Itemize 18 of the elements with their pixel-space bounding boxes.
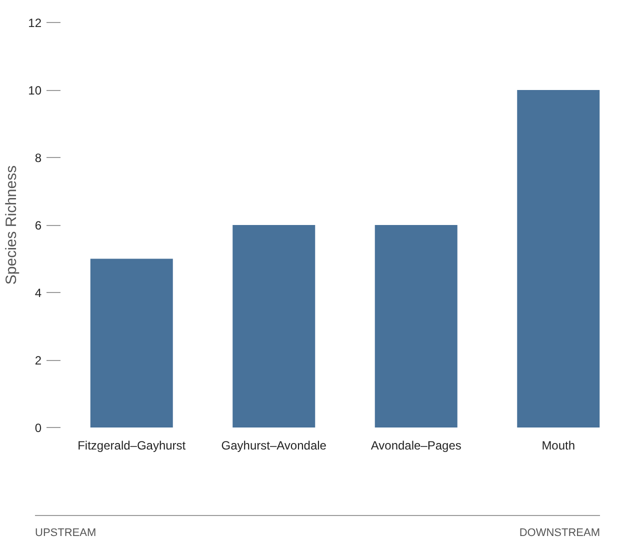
x-tick-label: Gayhurst–Avondale <box>221 438 327 452</box>
bar <box>90 258 173 428</box>
y-axis-title: Species Richness <box>3 165 20 285</box>
y-tick-label: 8 <box>34 151 42 165</box>
y-tick-label: 2 <box>34 354 42 368</box>
text: DOWNSTREAM <box>519 526 600 541</box>
x-tick-label: Avondale–Pages <box>370 438 462 452</box>
y-tick-label: 6 <box>34 218 42 232</box>
y-tick-label: 10 <box>28 84 42 98</box>
bar <box>232 225 316 428</box>
x-tick-label: Mouth <box>542 438 576 452</box>
x-tick-label: Fitzgerald–Gayhurst <box>78 438 186 452</box>
y-tick-label: 12 <box>28 16 42 30</box>
y-tick-label: 0 <box>34 421 42 435</box>
y-tick-label: 4 <box>34 286 42 300</box>
text: UPSTREAM <box>35 526 96 541</box>
bar <box>517 90 600 428</box>
bar <box>374 225 458 428</box>
